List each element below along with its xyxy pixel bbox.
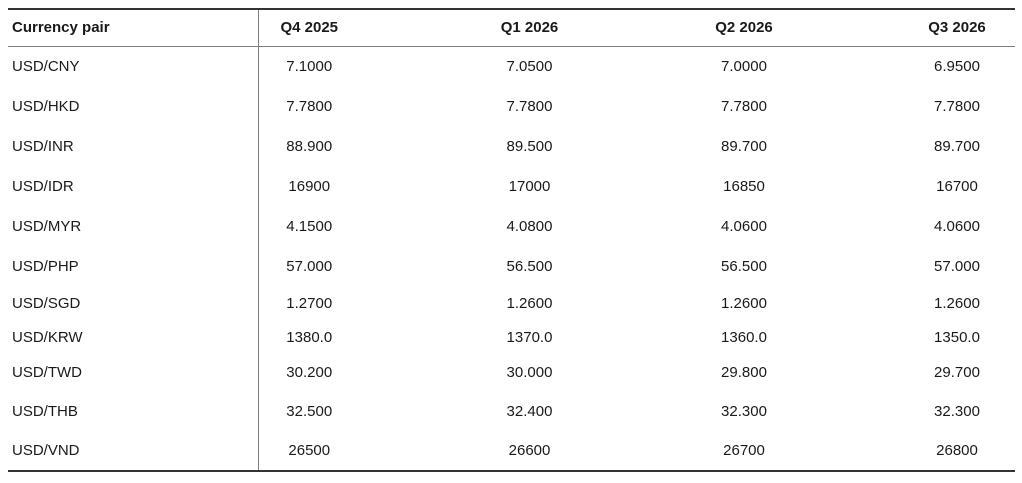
forecast-value-cell: 26800	[936, 442, 978, 459]
forecast-value-cell: 32.300	[934, 402, 980, 420]
table-row: USD/VND 26500 26600 26700 26800	[8, 431, 1015, 471]
table-row: USD/INR 88.900 89.500 89.700 89.700	[8, 126, 1015, 166]
forecast-value-cell: 6.9500	[934, 57, 980, 75]
forecast-value-cell: 1.2600	[934, 295, 980, 312]
fx-forecast-table: Currency pair Q4 2025 Q1 2026 Q2 2026 Q3…	[8, 8, 1015, 472]
table-row: USD/KRW 1380.0 1370.0 1360.0 1350.0	[8, 321, 1015, 353]
forecast-value-cell: 30.200	[286, 363, 333, 381]
forecast-value-cell: 7.0500	[506, 57, 553, 75]
column-header-q2-2026: Q2 2026	[715, 19, 773, 37]
forecast-value-cell: 16700	[936, 177, 978, 195]
table-row: USD/HKD 7.7800 7.7800 7.7800 7.7800	[8, 86, 1015, 126]
forecast-value-cell: 1.2600	[506, 295, 553, 312]
currency-pair-cell: USD/INR	[8, 126, 259, 166]
currency-pair-cell: USD/VND	[8, 431, 259, 471]
currency-pair-cell: USD/SGD	[8, 286, 259, 321]
forecast-value-cell: 7.7800	[506, 97, 553, 115]
forecast-value-cell: 26600	[508, 442, 551, 459]
forecast-value-cell: 29.800	[721, 363, 767, 381]
forecast-value-cell: 57.000	[934, 257, 980, 275]
table-row: USD/CNY 7.1000 7.0500 7.0000 6.9500	[8, 46, 1015, 86]
forecast-value-cell: 1370.0	[506, 328, 553, 346]
column-header-q1-2026: Q1 2026	[500, 19, 559, 37]
forecast-value-cell: 1.2600	[721, 295, 767, 312]
header-row: Currency pair Q4 2025 Q1 2026 Q2 2026 Q3…	[8, 9, 1015, 46]
forecast-value-cell: 32.300	[721, 402, 767, 420]
forecast-value-cell: 1.2700	[286, 295, 333, 312]
forecast-value-cell: 1360.0	[721, 328, 767, 346]
forecast-value-cell: 4.0600	[934, 217, 980, 235]
forecast-value-cell: 16900	[288, 177, 331, 195]
table-row: USD/IDR 16900 17000 16850 16700	[8, 166, 1015, 206]
currency-pair-cell: USD/KRW	[8, 321, 259, 353]
forecast-value-cell: 1380.0	[286, 328, 333, 346]
currency-pair-cell: USD/HKD	[8, 86, 259, 126]
forecast-value-cell: 26700	[723, 442, 765, 459]
forecast-value-cell: 88.900	[286, 137, 333, 155]
forecast-value-cell: 89.500	[506, 137, 553, 155]
table-row: USD/MYR 4.1500 4.0800 4.0600 4.0600	[8, 206, 1015, 246]
column-header-q3-2026: Q3 2026	[928, 19, 986, 37]
currency-pair-cell: USD/TWD	[8, 353, 259, 391]
forecast-value-cell: 7.7800	[934, 97, 980, 115]
table-row: USD/THB 32.500 32.400 32.300 32.300	[8, 391, 1015, 431]
currency-pair-cell: USD/THB	[8, 391, 259, 431]
currency-pair-cell: USD/CNY	[8, 46, 259, 86]
forecast-value-cell: 57.000	[286, 257, 333, 275]
forecast-value-cell: 4.0800	[506, 217, 553, 235]
table-header: Currency pair Q4 2025 Q1 2026 Q2 2026 Q3…	[8, 9, 1015, 46]
forecast-value-cell: 56.500	[506, 257, 553, 275]
forecast-value-cell: 29.700	[934, 363, 980, 381]
forecast-value-cell: 7.7800	[721, 97, 767, 115]
forecast-value-cell: 32.400	[506, 402, 553, 420]
forecast-value-cell: 89.700	[934, 137, 980, 155]
table-body: USD/CNY 7.1000 7.0500 7.0000 6.9500 USD/HKD 7.…	[8, 46, 1015, 471]
forecast-value-cell: 7.7800	[286, 97, 333, 115]
forecast-value-cell: 7.1000	[286, 57, 333, 75]
forecast-value-cell: 56.500	[721, 257, 767, 275]
column-header-currency-pair: Currency pair	[8, 9, 259, 46]
currency-pair-cell: USD/IDR	[8, 166, 259, 206]
forecast-value-cell: 89.700	[721, 137, 767, 155]
forecast-value-cell: 30.000	[506, 363, 553, 381]
forecast-value-cell: 17000	[508, 177, 551, 195]
forecast-value-cell: 32.500	[286, 402, 333, 420]
forecast-value-cell: 26500	[288, 442, 331, 459]
currency-pair-cell: USD/PHP	[8, 246, 259, 286]
table-row: USD/SGD 1.2700 1.2600 1.2600 1.2600	[8, 286, 1015, 321]
table-row: USD/TWD 30.200 30.000 29.800 29.700	[8, 353, 1015, 391]
table-row: USD/PHP 57.000 56.500 56.500 57.000	[8, 246, 1015, 286]
forecast-value-cell: 16850	[723, 177, 765, 195]
forecast-value-cell: 4.0600	[721, 217, 767, 235]
forecast-value-cell: 7.0000	[721, 57, 767, 75]
column-header-q4-2025: Q4 2025	[280, 19, 339, 37]
currency-pair-cell: USD/MYR	[8, 206, 259, 246]
forecast-value-cell: 4.1500	[286, 217, 333, 235]
forecast-value-cell: 1350.0	[934, 328, 980, 346]
